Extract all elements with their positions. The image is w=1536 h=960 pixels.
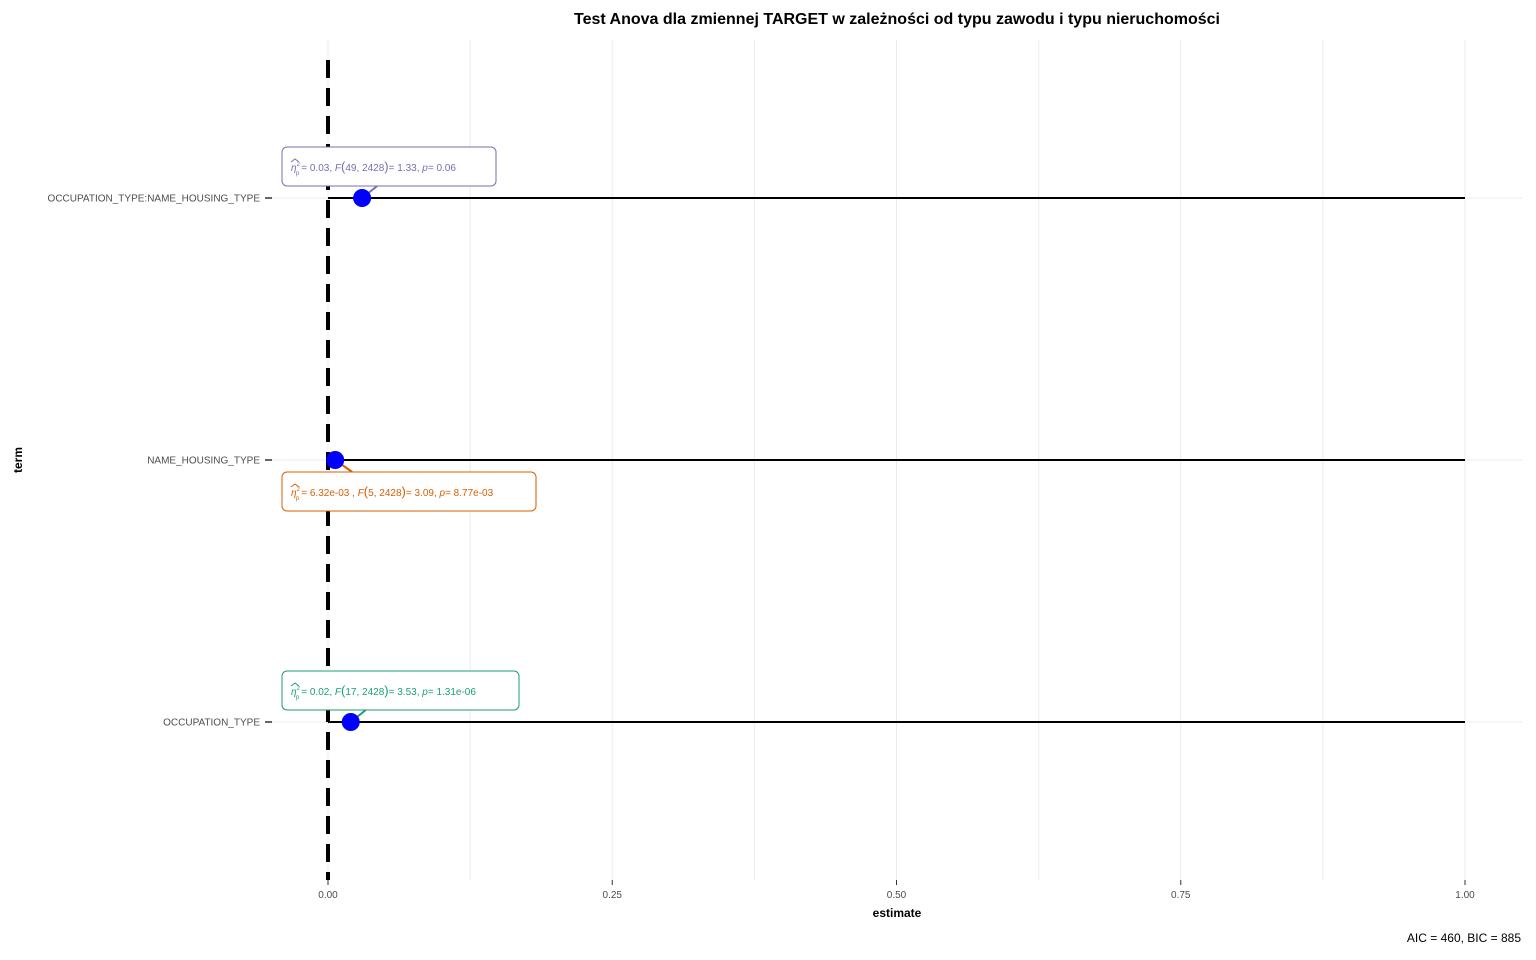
x-axis: 0.00 0.25 0.50 0.75 1.00: [318, 880, 1475, 901]
x-tick-label: 0.75: [1171, 890, 1191, 901]
x-tick-label: 1.00: [1455, 890, 1475, 901]
y-tick-label: OCCUPATION_TYPE: [163, 718, 260, 729]
x-tick-label: 0.00: [318, 890, 338, 901]
caption: AIC = 460, BIC = 885: [1407, 931, 1521, 945]
x-axis-title: estimate: [873, 906, 922, 920]
data-point: [326, 451, 344, 469]
point-label: η2 p = 6.32e-03 , F(5, 2428)= 3.09, p= 8.7…: [282, 472, 536, 511]
x-tick-label: 0.50: [887, 890, 907, 901]
data-point: [353, 189, 371, 207]
y-axis: OCCUPATION_TYPE:NAME_HOUSING_TYPE NAME_HO…: [48, 194, 272, 729]
y-axis-title: term: [11, 447, 25, 473]
chart-title: Test Anova dla zmiennej TARGET w zależno…: [574, 11, 1220, 28]
point-labels: η2 p = 0.03, F(49, 2428)= 1.33, p= 0.06 η2 p…: [282, 147, 536, 710]
y-tick-label: NAME_HOUSING_TYPE: [147, 456, 260, 467]
data-point: [342, 713, 360, 731]
x-tick-label: 0.25: [603, 890, 623, 901]
point-label: η2 p = 0.02, F(17, 2428)= 3.53, p= 1.31e-0…: [282, 671, 519, 710]
point-label: η2 p = 0.03, F(49, 2428)= 1.33, p= 0.06: [282, 147, 496, 186]
y-tick-label: OCCUPATION_TYPE:NAME_HOUSING_TYPE: [48, 194, 261, 205]
